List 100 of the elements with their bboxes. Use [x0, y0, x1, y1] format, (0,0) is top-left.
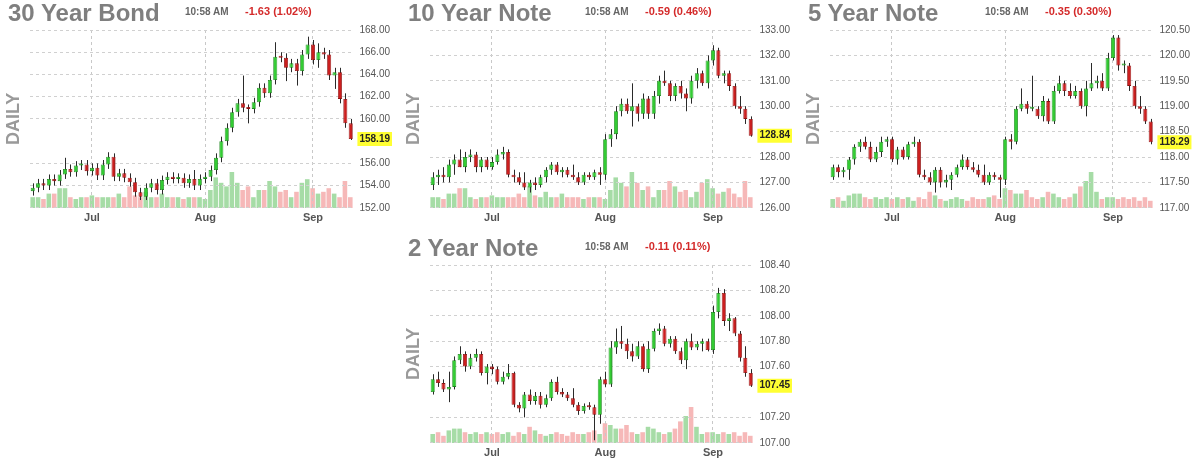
candlestick — [997, 174, 1002, 199]
candlestick — [868, 141, 873, 163]
text: 10:58 AM — [585, 241, 629, 252]
candlestick — [657, 322, 662, 336]
y-tick-label: 168.00 — [359, 23, 391, 35]
bar — [73, 198, 79, 208]
y-axis-title: DAILY — [402, 327, 423, 381]
y-tick-label: 160.00 — [359, 112, 391, 124]
y-tick-label: 117.50 — [1159, 176, 1190, 188]
candlestick — [316, 42, 321, 69]
candlestick — [646, 340, 651, 374]
bar — [938, 198, 943, 208]
y-tick-label: 127.00 — [759, 176, 791, 188]
bar — [1040, 197, 1045, 208]
candlestick — [1089, 62, 1094, 92]
y-tick-label: 130.00 — [759, 99, 791, 111]
x-tick-label: Jul — [884, 211, 900, 224]
text: 10:58 AM — [985, 6, 1029, 17]
y-tick-label: 108.00 — [759, 309, 791, 321]
bar — [721, 432, 726, 443]
candlestick — [732, 316, 737, 337]
bar — [41, 198, 46, 208]
y-tick-label: 118.00 — [1159, 150, 1190, 162]
text: 158.19 — [359, 132, 391, 144]
bar — [111, 197, 116, 208]
y-tick-label: 132.00 — [759, 49, 791, 61]
bar — [181, 198, 186, 208]
bar — [640, 432, 645, 443]
y-tick-label: 108.40 — [759, 258, 791, 270]
bar — [830, 198, 835, 208]
y-axis-title: DAILY — [802, 92, 823, 146]
bar — [451, 193, 457, 208]
candlestick — [523, 391, 526, 418]
chart-title: 2 Year Note — [408, 234, 539, 261]
bar — [634, 433, 640, 443]
text: 128.84 — [759, 129, 791, 141]
y-tick-label: 119.50 — [1159, 74, 1190, 86]
candlestick — [938, 166, 943, 188]
y-tick-label: 156.00 — [359, 157, 391, 169]
candlestick — [430, 373, 435, 396]
candlestick — [663, 325, 666, 347]
y-tick-label: 107.20 — [759, 411, 791, 423]
candlestick — [651, 328, 656, 352]
bar — [900, 198, 905, 208]
bar — [1078, 186, 1083, 208]
y-tick-label: 162.00 — [359, 90, 391, 102]
y-tick-label: 117.00 — [1159, 201, 1190, 213]
bar — [634, 182, 640, 208]
bar — [543, 435, 549, 443]
y-tick-label: 118.50 — [1159, 125, 1190, 137]
bar — [1013, 193, 1019, 208]
bar — [310, 188, 315, 208]
bar — [581, 433, 586, 443]
bar — [304, 179, 310, 208]
x-tick-label: Sep — [302, 211, 324, 224]
bar — [164, 197, 170, 208]
y-tick-label: 107.00 — [759, 436, 791, 448]
x-tick-label: Jul — [484, 211, 500, 224]
bar — [581, 198, 586, 208]
candlestick — [192, 169, 197, 191]
bar — [84, 197, 89, 208]
candlestick — [549, 378, 554, 402]
candlestick — [1019, 87, 1024, 112]
x-tick-label: Sep — [702, 211, 724, 224]
candlestick — [1132, 80, 1137, 110]
bar — [294, 191, 299, 208]
candlestick — [1078, 87, 1083, 110]
bar — [895, 197, 900, 208]
bar — [457, 188, 462, 208]
text: -0.35 (0.30%) — [1045, 5, 1112, 17]
candlestick — [220, 136, 223, 163]
candlestick — [619, 325, 624, 350]
y-axis-title: DAILY — [402, 92, 423, 146]
candlestick — [689, 75, 694, 105]
chart-title: 5 Year Note — [808, 0, 939, 26]
text: 10:58 AM — [185, 6, 229, 17]
y-tick-label: 126.00 — [759, 201, 791, 213]
x-tick-label: Jul — [484, 446, 500, 459]
candlestick — [343, 92, 348, 129]
bar — [873, 197, 879, 208]
text: -0.11 (0.11%) — [645, 240, 711, 252]
bar — [1034, 198, 1040, 208]
bar — [667, 432, 672, 443]
candlestick — [1148, 118, 1153, 145]
x-tick-label: Aug — [594, 446, 616, 459]
bar — [704, 432, 710, 443]
candlestick — [446, 371, 451, 403]
x-tick-label: Jul — [84, 211, 100, 224]
candlestick — [981, 164, 986, 186]
y-tick-label: 166.00 — [359, 45, 391, 57]
candlestick — [305, 36, 310, 60]
candlestick — [348, 118, 353, 141]
bar — [554, 197, 559, 208]
y-tick-label: 120.00 — [1159, 49, 1191, 61]
text: 10:58 AM — [585, 6, 629, 17]
candlestick — [1046, 98, 1051, 125]
candlestick — [716, 287, 721, 319]
y-tick-label: 152.00 — [359, 201, 391, 213]
y-tick-label: 108.20 — [759, 284, 791, 296]
chart-title: 30 Year Bond — [8, 0, 160, 26]
